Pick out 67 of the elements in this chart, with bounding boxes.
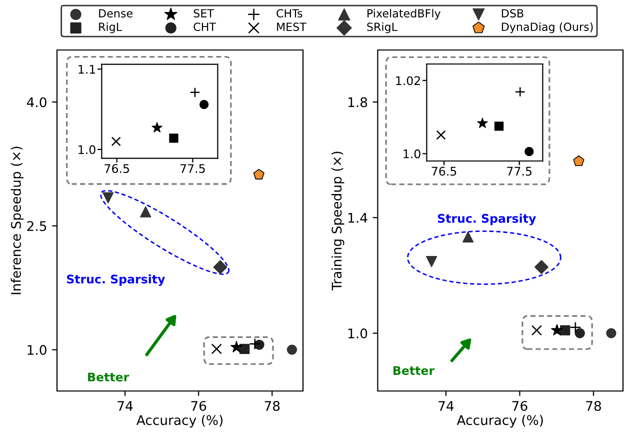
legend-label: CHT — [194, 22, 216, 32]
point — [551, 324, 563, 336]
point — [477, 118, 488, 128]
point — [524, 146, 534, 156]
x-tick-label: 77.5 — [507, 166, 532, 176]
legend-label: MEST — [277, 22, 306, 32]
y-axis-title: Inference Speedup (×) — [10, 146, 24, 294]
point — [190, 87, 200, 98]
y-tick-label: 4.0 — [26, 97, 46, 108]
y-tick-label: 1.02 — [396, 76, 420, 86]
x-tick-label: 76 — [512, 400, 528, 411]
legend-label: Dense — [99, 9, 132, 18]
legend-label: CHTs — [276, 9, 302, 18]
point — [199, 100, 209, 110]
point — [239, 344, 250, 354]
point — [494, 122, 504, 131]
y-tick-label: 1.0 — [28, 344, 46, 355]
point — [436, 130, 446, 140]
legend-label: DSB — [502, 9, 524, 18]
x-tick-label: 74 — [118, 401, 133, 411]
point — [102, 192, 114, 204]
point — [211, 344, 222, 354]
y-tick-label: 1.0 — [78, 145, 96, 154]
y-tick-label: 1.0 — [348, 328, 368, 338]
y-axis-title: Training Speedup (×) — [331, 152, 344, 290]
point — [169, 134, 178, 143]
x-axis-title: Accuracy (%) — [136, 414, 222, 428]
x-tick-label: 74 — [438, 401, 454, 411]
point — [111, 136, 121, 146]
point — [213, 260, 228, 274]
point — [534, 260, 548, 274]
annotation: Better — [394, 366, 435, 375]
legend-label: SET — [194, 9, 214, 18]
point — [531, 325, 542, 336]
point — [249, 338, 261, 350]
y-tick-label: 1.8 — [348, 97, 368, 108]
point — [152, 122, 162, 132]
x-tick-label: 76.5 — [104, 164, 129, 173]
y-tick-label: 1.4 — [348, 213, 368, 223]
annotation: Struc. Sparsity — [438, 214, 536, 226]
x-tick-label: 77.5 — [180, 164, 205, 173]
x-tick-label: 76.5 — [432, 166, 456, 176]
x-tick-label: 76 — [191, 400, 206, 411]
point — [426, 256, 438, 268]
point — [230, 341, 242, 352]
x-tick-label: 78 — [586, 400, 601, 411]
point — [286, 344, 298, 355]
point — [253, 168, 264, 180]
legend-label: DynaDiag (Ours) — [502, 22, 593, 34]
x-tick-label: 78 — [264, 400, 280, 411]
point — [573, 155, 584, 166]
legend-label: RigL — [99, 22, 122, 34]
point — [560, 325, 570, 336]
annotation: Struc. Sparsity — [66, 274, 166, 286]
y-tick-label: 1.1 — [78, 65, 96, 74]
point — [462, 231, 474, 243]
x-axis-title: Accuracy (%) — [456, 414, 543, 428]
legend-label: SRigL — [367, 22, 398, 34]
legend-label: PixelatedBFly — [368, 8, 441, 20]
point — [140, 206, 152, 218]
point — [606, 328, 616, 338]
y-tick-label: 1.0 — [404, 149, 420, 158]
point — [570, 322, 582, 334]
point — [514, 86, 526, 98]
annotation: Better — [88, 372, 130, 382]
y-tick-label: 2.5 — [27, 221, 46, 232]
point — [574, 328, 585, 338]
